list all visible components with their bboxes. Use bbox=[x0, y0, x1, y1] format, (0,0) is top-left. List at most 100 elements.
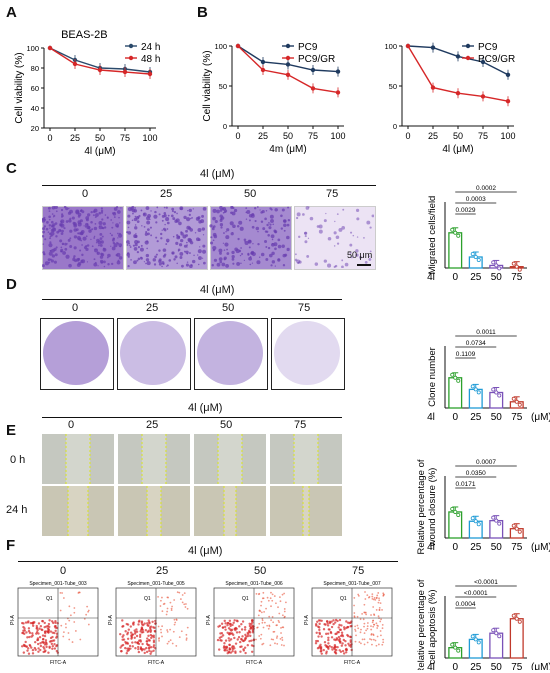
replicate-point bbox=[453, 230, 458, 235]
stained-cell bbox=[86, 223, 89, 226]
flow-event bbox=[260, 611, 263, 614]
stained-cell bbox=[153, 214, 158, 219]
stained-cell bbox=[176, 235, 181, 240]
stained-cell bbox=[145, 206, 150, 210]
flow-event bbox=[157, 595, 159, 598]
stained-cell bbox=[323, 219, 327, 223]
stained-cell bbox=[211, 227, 215, 231]
flow-event bbox=[228, 639, 231, 642]
stained-cell bbox=[316, 225, 320, 228]
stained-cell bbox=[117, 259, 120, 262]
stained-cell bbox=[175, 218, 180, 223]
flow-event bbox=[258, 635, 261, 637]
flow-event bbox=[127, 647, 131, 650]
legend-marker bbox=[465, 55, 471, 61]
stained-cell bbox=[281, 208, 285, 212]
flow-event bbox=[341, 634, 345, 638]
stained-cell bbox=[286, 247, 290, 252]
flow-event bbox=[121, 619, 124, 622]
stained-cell bbox=[327, 236, 332, 241]
flow-event bbox=[370, 633, 373, 636]
x-tick-label: 0 bbox=[47, 133, 52, 143]
flow-event bbox=[145, 646, 148, 650]
stained-cell bbox=[139, 247, 144, 252]
stained-cell bbox=[134, 207, 137, 209]
flow-event bbox=[360, 642, 362, 645]
flow-event bbox=[119, 646, 122, 649]
flow-event bbox=[342, 652, 346, 655]
flow-event bbox=[271, 599, 274, 602]
flow-event bbox=[166, 631, 169, 633]
stained-cell bbox=[187, 237, 192, 242]
stained-cell bbox=[149, 226, 152, 229]
replicate-point bbox=[494, 518, 499, 523]
stained-cell bbox=[129, 246, 132, 248]
stained-cell bbox=[109, 232, 112, 235]
stained-cell bbox=[84, 225, 87, 228]
replicate-point bbox=[494, 631, 499, 636]
flow-event bbox=[242, 639, 245, 643]
stained-cell bbox=[334, 220, 336, 223]
flow-event bbox=[374, 598, 377, 601]
flow-event bbox=[142, 623, 145, 627]
flow-event bbox=[165, 613, 168, 616]
replicate-point bbox=[497, 393, 502, 398]
stained-cell bbox=[140, 209, 143, 212]
flow-event bbox=[181, 594, 184, 596]
stained-cell bbox=[65, 254, 70, 259]
flow-event bbox=[146, 643, 150, 647]
stained-cell bbox=[258, 256, 261, 258]
stained-cell bbox=[165, 217, 170, 222]
flow-event bbox=[353, 612, 356, 614]
stained-cell bbox=[67, 238, 71, 242]
stained-cell bbox=[219, 214, 223, 218]
flow-event bbox=[376, 635, 379, 638]
stained-cell bbox=[73, 255, 76, 258]
flow-event bbox=[258, 622, 261, 625]
data-point bbox=[480, 59, 486, 65]
stained-cell bbox=[194, 232, 197, 234]
flow-event bbox=[251, 629, 255, 633]
stained-cell bbox=[75, 209, 80, 214]
flow-event bbox=[262, 591, 265, 594]
flow-event bbox=[366, 641, 369, 644]
replicate-point bbox=[456, 378, 461, 383]
stained-cell bbox=[225, 235, 230, 240]
stained-cell bbox=[283, 219, 287, 223]
stained-cell bbox=[185, 229, 188, 233]
flow-event bbox=[377, 615, 380, 618]
flow-event bbox=[376, 627, 379, 629]
stained-cell bbox=[220, 226, 223, 229]
stained-cell bbox=[112, 222, 114, 224]
flow-event bbox=[59, 609, 62, 612]
stained-cell bbox=[93, 226, 98, 231]
stained-cell bbox=[369, 226, 372, 229]
flow-event bbox=[276, 624, 278, 627]
stained-cell bbox=[213, 258, 218, 262]
flow-x-axis-label: FITC-A bbox=[246, 660, 263, 666]
stained-cell bbox=[101, 227, 104, 230]
replicate-point bbox=[494, 390, 499, 395]
flow-event bbox=[68, 619, 71, 622]
stained-cell bbox=[110, 219, 112, 221]
flow-event bbox=[320, 635, 323, 638]
flow-event bbox=[333, 650, 337, 654]
f-cond-75: 75 bbox=[352, 565, 365, 577]
replicate-point bbox=[517, 267, 522, 272]
flow-event bbox=[327, 638, 330, 642]
bar-unit-label: (μM) bbox=[531, 662, 550, 670]
x-tick-label: 25 bbox=[258, 131, 268, 141]
stained-cell bbox=[192, 208, 194, 210]
e-row-0h: 0 h bbox=[10, 454, 26, 466]
flow-event bbox=[140, 627, 144, 631]
p-value: 0.0171 bbox=[456, 481, 476, 488]
flow-event bbox=[229, 651, 233, 654]
flow-event bbox=[261, 621, 264, 624]
flow-event bbox=[144, 629, 148, 632]
stained-cell bbox=[255, 226, 260, 231]
stained-cell bbox=[42, 234, 45, 238]
y-tick-label: 40 bbox=[31, 104, 39, 113]
flow-event bbox=[357, 627, 360, 630]
stained-cell bbox=[134, 224, 137, 226]
flow-event bbox=[363, 638, 366, 641]
